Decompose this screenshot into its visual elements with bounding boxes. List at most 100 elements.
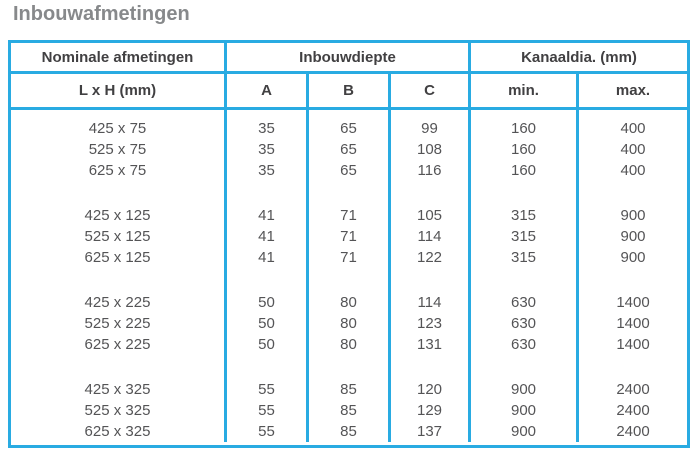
cell-value: 80 — [340, 315, 357, 332]
row-group: 315 315 315 — [471, 205, 576, 268]
cell-value: 425 x 125 — [84, 207, 151, 224]
cell-value: 625 x 75 — [88, 162, 147, 179]
cell-value: 105 — [416, 207, 443, 224]
cell-value: 35 — [258, 120, 275, 137]
cell-value: 630 — [510, 315, 537, 332]
cell-value: 137 — [416, 423, 443, 440]
cell-value: 1400 — [616, 336, 650, 353]
cell-value: 35 — [258, 141, 275, 158]
row-group: 50 50 50 — [227, 292, 306, 355]
cell-value: 425 x 225 — [84, 294, 151, 311]
row-group: 630 630 630 — [471, 292, 576, 355]
cell-value: 41 — [258, 207, 275, 224]
row-group: 71 71 71 — [309, 205, 388, 268]
cell-value: 900 — [510, 381, 537, 398]
row-group: 425 x 75 525 x 75 625 x 75 — [11, 118, 224, 181]
header-kanaaldia: Kanaaldia. (mm) — [468, 43, 687, 74]
cell-value: 2400 — [616, 423, 650, 440]
header-nominale-afmetingen: Nominale afmetingen — [11, 43, 224, 74]
cell-value: 2400 — [616, 402, 650, 419]
cell-value: 80 — [340, 336, 357, 353]
cell-value: 50 — [258, 336, 275, 353]
cell-value: 425 x 325 — [84, 381, 151, 398]
body-column-max: 400 400 400 900 900 900 1400 1400 1400 2400 2400 24… — [576, 110, 687, 442]
cell-value: 41 — [258, 249, 275, 266]
body-column-b: 65 65 65 71 71 71 80 80 80 85 85 85 — [306, 110, 388, 442]
row-group: 400 400 400 — [579, 118, 687, 181]
cell-value: 120 — [416, 381, 443, 398]
cell-value: 65 — [340, 141, 357, 158]
cell-value: 85 — [340, 423, 357, 440]
cell-value: 525 x 125 — [84, 228, 151, 245]
cell-value: 900 — [620, 207, 646, 224]
cell-value: 85 — [340, 381, 357, 398]
cell-value: 85 — [340, 402, 357, 419]
cell-value: 80 — [340, 294, 357, 311]
header-inbouwdiepte: Inbouwdiepte — [224, 43, 468, 74]
row-group: 425 x 225 525 x 225 625 x 225 — [11, 292, 224, 355]
row-group: 35 35 35 — [227, 118, 306, 181]
cell-value: 525 x 75 — [88, 141, 147, 158]
cell-value: 900 — [510, 423, 537, 440]
row-group: 1400 1400 1400 — [579, 292, 687, 355]
row-group: 114 123 131 — [391, 292, 468, 355]
subheader-min: min. — [468, 74, 576, 110]
cell-value: 625 x 325 — [84, 423, 151, 440]
cell-value: 131 — [416, 336, 443, 353]
cell-value: 114 — [417, 294, 442, 311]
cell-value: 525 x 325 — [84, 402, 151, 419]
cell-value: 55 — [258, 381, 275, 398]
cell-value: 114 — [417, 228, 442, 245]
cell-value: 315 — [510, 249, 537, 266]
row-group: 120 129 137 — [391, 379, 468, 442]
cell-value: 630 — [510, 336, 537, 353]
cell-value: 129 — [416, 402, 443, 419]
cell-value: 315 — [510, 207, 537, 224]
cell-value: 425 x 75 — [88, 120, 147, 137]
subheader-c: C — [388, 74, 468, 110]
cell-value: 55 — [258, 402, 275, 419]
cell-value: 123 — [416, 315, 443, 332]
cell-value: 900 — [510, 402, 537, 419]
subheader-lxh: L x H (mm) — [11, 74, 224, 110]
cell-value: 50 — [258, 294, 275, 311]
body-column-c: 99 108 116 105 114 122 114 123 131 120 129 137 — [388, 110, 468, 442]
cell-value: 900 — [620, 228, 646, 245]
body-column-a: 35 35 35 41 41 41 50 50 50 55 55 55 — [224, 110, 306, 442]
cell-value: 116 — [417, 162, 442, 179]
cell-value: 41 — [258, 228, 275, 245]
row-group: 425 x 125 525 x 125 625 x 125 — [11, 205, 224, 268]
cell-value: 55 — [258, 423, 275, 440]
cell-value: 400 — [620, 162, 646, 179]
row-group: 105 114 122 — [391, 205, 468, 268]
cell-value: 160 — [510, 162, 537, 179]
cell-value: 65 — [340, 162, 357, 179]
row-group: 900 900 900 — [471, 379, 576, 442]
cell-value: 1400 — [616, 315, 650, 332]
cell-value: 108 — [416, 141, 443, 158]
page-title: Inbouwafmetingen — [13, 3, 190, 25]
cell-value: 160 — [510, 120, 537, 137]
row-group: 55 55 55 — [227, 379, 306, 442]
dimensions-table: Nominale afmetingen Inbouwdiepte Kanaald… — [8, 40, 690, 448]
row-group: 160 160 160 — [471, 118, 576, 181]
cell-value: 900 — [620, 249, 646, 266]
row-group: 900 900 900 — [579, 205, 687, 268]
cell-value: 630 — [510, 294, 537, 311]
cell-value: 35 — [258, 162, 275, 179]
subheader-b: B — [306, 74, 388, 110]
cell-value: 122 — [416, 249, 443, 266]
cell-value: 160 — [510, 141, 537, 158]
row-group: 65 65 65 — [309, 118, 388, 181]
cell-value: 625 x 125 — [84, 249, 151, 266]
cell-value: 400 — [620, 120, 646, 137]
cell-value: 71 — [340, 228, 357, 245]
row-group: 425 x 325 525 x 325 625 x 325 — [11, 379, 224, 442]
cell-value: 1400 — [616, 294, 650, 311]
row-group: 2400 2400 2400 — [579, 379, 687, 442]
cell-value: 99 — [421, 120, 438, 137]
cell-value: 50 — [258, 315, 275, 332]
cell-value: 625 x 225 — [84, 336, 151, 353]
cell-value: 2400 — [616, 381, 650, 398]
row-group: 41 41 41 — [227, 205, 306, 268]
